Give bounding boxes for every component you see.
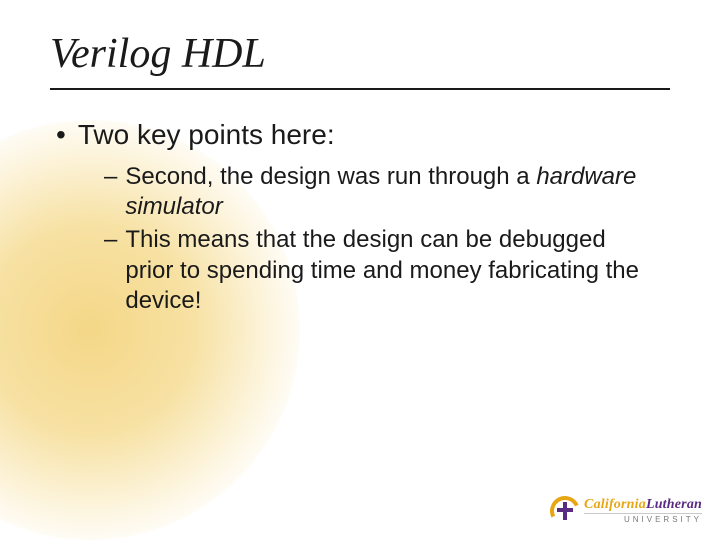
logo-word-california: California (584, 498, 646, 512)
bullet-marker: • (56, 118, 66, 152)
sub-bullet-marker: – (104, 225, 117, 256)
slide-container: Verilog HDL • Two key points here: –Seco… (0, 0, 720, 540)
logo-mark-icon (550, 496, 580, 526)
sub-bullet-text: This means that the design can be debugg… (125, 225, 645, 317)
slide-body: • Two key points here: –Second, the desi… (50, 118, 670, 317)
sub-bullet-group: –Second, the design was run through a ha… (56, 162, 670, 318)
sub-bullet: –This means that the design can be debug… (104, 225, 670, 317)
footer-logo: California Lutheran UNIVERSITY (550, 496, 702, 526)
title-underline (50, 88, 670, 90)
text-span: Second, the design was run through a (125, 163, 536, 190)
sub-bullet-text: Second, the design was run through a har… (125, 162, 645, 223)
text-span: This means that the design can be debugg… (125, 226, 639, 314)
slide-title: Verilog HDL (50, 30, 670, 78)
bullet-level1: • Two key points here: (56, 118, 670, 152)
logo-divider (584, 513, 702, 514)
logo-word-lutheran: Lutheran (646, 498, 702, 512)
logo-subtitle: UNIVERSITY (584, 516, 702, 524)
sub-bullet-marker: – (104, 162, 117, 193)
sub-bullet: –Second, the design was run through a ha… (104, 162, 670, 223)
bullet-text: Two key points here: (78, 118, 335, 152)
logo-text: California Lutheran UNIVERSITY (584, 498, 702, 524)
